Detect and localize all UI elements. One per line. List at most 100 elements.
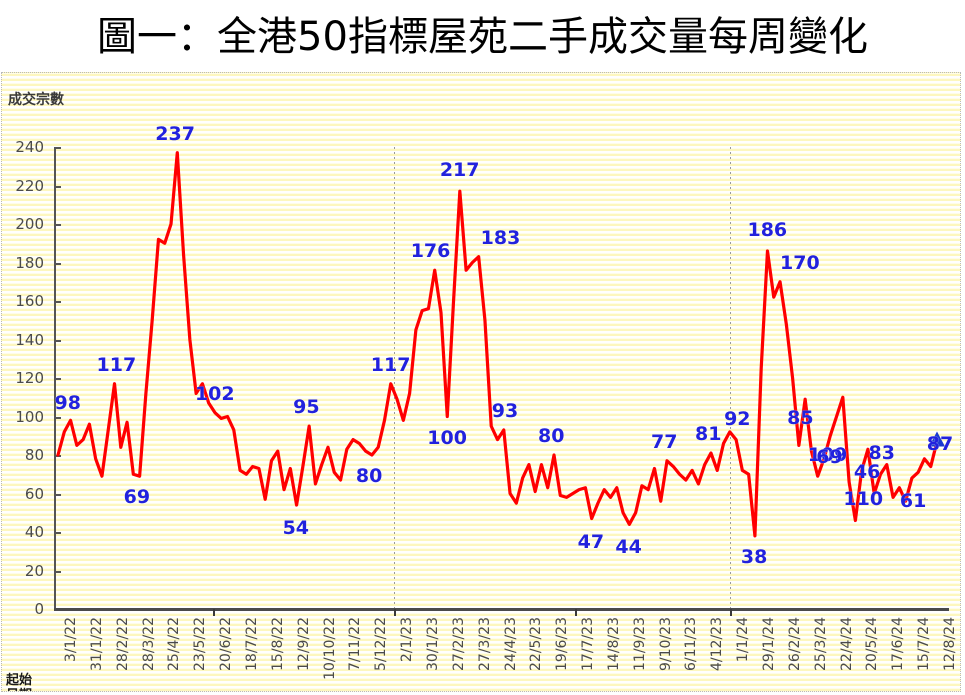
data-point-label: 44 bbox=[615, 536, 642, 559]
data-point-label: 217 bbox=[439, 159, 480, 182]
y-tick-label: 220 bbox=[15, 176, 44, 195]
data-point-label: 100 bbox=[427, 426, 467, 449]
x-tick-label: 15/7/24 bbox=[916, 617, 933, 671]
x-tick-label: 3/1/22 bbox=[63, 617, 79, 663]
data-point-label: 81 bbox=[694, 423, 722, 446]
data-point-label: 93 bbox=[491, 399, 519, 422]
x-tick-label: 20/6/22 bbox=[218, 617, 235, 671]
data-point-label: 117 bbox=[370, 353, 411, 376]
year-divider-line bbox=[730, 147, 732, 609]
x-tick-label: 28/2/22 bbox=[114, 617, 131, 671]
y-axis-line bbox=[54, 147, 56, 610]
x-tick-label: 25/3/24 bbox=[812, 617, 829, 671]
data-point-label: 87 bbox=[926, 432, 954, 455]
data-point-label: 109 bbox=[807, 444, 848, 467]
transactions-line-series bbox=[56, 151, 945, 538]
y-tick-label: 180 bbox=[15, 253, 44, 272]
data-point-label: 170 bbox=[780, 251, 820, 274]
x-tick-label: 30/1/23 bbox=[424, 617, 441, 671]
data-point-label: 98 bbox=[54, 392, 81, 415]
y-tick-mark bbox=[54, 185, 61, 188]
x-tick-label: 2/1/23 bbox=[399, 617, 416, 663]
data-point-label: 85 bbox=[787, 407, 814, 430]
x-tick-mark bbox=[575, 609, 578, 616]
page-title: 圖一：全港50指標屋苑二手成交量每周變化 bbox=[97, 14, 868, 60]
y-tick-mark bbox=[54, 301, 61, 303]
last-point-triangle-marker bbox=[929, 431, 945, 447]
x-tick-label: 23/5/22 bbox=[192, 617, 209, 671]
data-point-label: 92 bbox=[724, 407, 751, 430]
y-tick-label: 40 bbox=[24, 523, 44, 541]
y-tick-mark bbox=[54, 493, 61, 496]
x-tick-label: 22/5/23 bbox=[528, 617, 545, 671]
x-tick-label: 27/3/23 bbox=[476, 617, 493, 671]
x-tick-label: 17/6/24 bbox=[890, 617, 907, 671]
data-point-label: 38 bbox=[740, 545, 768, 568]
data-point-label: 69 bbox=[123, 486, 151, 509]
x-axis-title-line1: 起始 bbox=[6, 673, 33, 688]
x-tick-label: 12/9/22 bbox=[295, 617, 312, 671]
data-point-label: 77 bbox=[651, 430, 678, 453]
data-point-label: 80 bbox=[538, 425, 565, 447]
x-tick-label: 5/12/22 bbox=[373, 617, 390, 671]
x-tick-label: 4/12/23 bbox=[709, 617, 726, 671]
x-tick-label: 28/3/22 bbox=[140, 617, 157, 671]
y-tick-label: 60 bbox=[24, 484, 44, 503]
x-tick-label: 25/4/22 bbox=[166, 617, 183, 671]
y-tick-label: 20 bbox=[24, 561, 44, 580]
x-tick-label: 12/8/24 bbox=[942, 617, 958, 671]
data-point-label: 176 bbox=[410, 240, 451, 263]
y-tick-label: 80 bbox=[24, 446, 44, 464]
x-tick-mark bbox=[213, 609, 216, 616]
y-tick-label: 0 bbox=[34, 600, 44, 618]
data-point-label: 61 bbox=[899, 490, 927, 513]
x-tick-label: 19/6/23 bbox=[554, 617, 571, 671]
x-tick-label: 11/9/23 bbox=[631, 617, 648, 671]
y-tick-mark bbox=[54, 224, 61, 226]
x-tick-label: 26/2/24 bbox=[786, 617, 803, 671]
data-point-label: 80 bbox=[355, 465, 383, 487]
x-tick-mark bbox=[730, 609, 733, 616]
y-tick-mark bbox=[54, 532, 61, 534]
x-axis-dotted-overlay bbox=[56, 609, 949, 611]
y-tick-label: 160 bbox=[15, 292, 44, 310]
data-point-label: 46 bbox=[853, 461, 881, 484]
data-point-label: 102 bbox=[194, 382, 235, 405]
y-tick-mark bbox=[54, 570, 61, 573]
x-tick-label: 7/11/22 bbox=[347, 617, 364, 671]
data-point-label: 186 bbox=[747, 218, 788, 241]
x-tick-label: 17/7/23 bbox=[580, 617, 597, 671]
y-tick-mark bbox=[54, 416, 61, 419]
x-tick-label: 15/8/22 bbox=[269, 617, 286, 671]
data-point-label: 117 bbox=[96, 353, 137, 376]
x-tick-label: 24/4/23 bbox=[502, 617, 519, 671]
x-tick-label: 1/1/24 bbox=[735, 617, 752, 663]
data-point-label: 54 bbox=[282, 517, 310, 540]
y-tick-mark bbox=[54, 262, 61, 265]
series-polyline bbox=[56, 151, 939, 538]
y-tick-mark bbox=[54, 378, 61, 380]
year-divider-line bbox=[394, 147, 396, 609]
data-point-label: 237 bbox=[155, 122, 195, 145]
x-axis-labels: 3/1/22 31/1/22 28/2/22 28/3/22 25/4/22 23/5/2… bbox=[2, 613, 960, 691]
x-tick-label: 29/1/24 bbox=[761, 617, 778, 671]
x-axis-title-line2: 日期 bbox=[6, 688, 50, 691]
y-tick-mark bbox=[54, 339, 61, 342]
x-axis-title: 起始 日期 bbox=[6, 673, 50, 691]
data-point-label: 83 bbox=[868, 442, 895, 465]
x-tick-label: 9/10/23 bbox=[657, 617, 674, 671]
x-tick-label: 18/7/22 bbox=[243, 617, 260, 671]
y-tick-label: 100 bbox=[15, 407, 44, 426]
y-tick-label: 140 bbox=[15, 330, 44, 349]
y-tick-label: 200 bbox=[15, 215, 44, 233]
data-point-label: 183 bbox=[480, 226, 521, 249]
x-tick-label: 22/4/24 bbox=[838, 617, 855, 671]
y-tick-label: 120 bbox=[15, 369, 44, 387]
y-tick-label: 240 bbox=[15, 138, 44, 156]
y-axis-title: 成交宗數 bbox=[8, 92, 64, 108]
data-point-label: 110 bbox=[843, 488, 884, 511]
y-tick-mark bbox=[54, 147, 61, 149]
x-tick-label: 14/8/23 bbox=[605, 617, 622, 671]
data-point-label: 69 bbox=[816, 445, 843, 468]
